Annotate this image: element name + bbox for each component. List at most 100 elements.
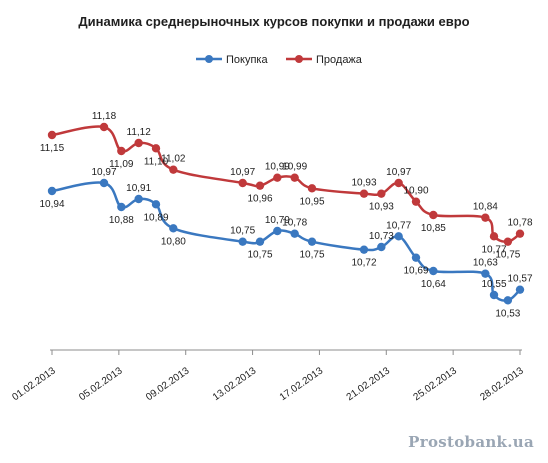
data-point xyxy=(481,269,490,278)
data-point xyxy=(290,173,299,182)
legend-swatch-marker xyxy=(295,55,303,63)
data-point xyxy=(307,237,317,246)
data-point xyxy=(394,178,403,188)
data-label: 10,75 xyxy=(247,250,272,261)
data-label: 10,97 xyxy=(91,167,116,178)
data-label: 10,97 xyxy=(230,167,255,178)
x-tick-label: 05.02.2013 xyxy=(77,365,125,403)
data-point xyxy=(307,184,317,193)
data-label: 11,10 xyxy=(144,156,169,167)
data-point xyxy=(481,213,490,222)
data-label: 10,93 xyxy=(351,178,376,189)
legend-swatch-marker xyxy=(205,55,213,63)
data-label: 11,09 xyxy=(109,159,134,170)
data-point xyxy=(515,229,525,238)
x-tick-label: 28.02.2013 xyxy=(478,365,526,403)
data-label: 10,57 xyxy=(507,274,532,285)
data-point xyxy=(134,138,143,148)
data-point xyxy=(503,237,513,246)
legend: Покупка Продажа xyxy=(196,54,363,66)
data-point xyxy=(429,210,438,220)
data-label: 10,99 xyxy=(282,162,307,173)
data-label: 11,15 xyxy=(40,143,65,154)
data-point xyxy=(515,285,525,294)
x-tick-label: 21.02.2013 xyxy=(345,365,393,403)
data-label: 10,90 xyxy=(403,186,428,197)
data-label: 10,78 xyxy=(507,218,532,229)
data-point xyxy=(411,253,421,262)
data-point xyxy=(151,200,161,209)
series-line-0 xyxy=(51,181,521,302)
data-point xyxy=(394,232,403,241)
x-tick-label: 09.02.2013 xyxy=(144,365,192,403)
data-label: 10,53 xyxy=(495,308,520,319)
data-labels: 10,94 10,97 10,88 10,91 10,89 10,80 10,75 10,75… xyxy=(39,111,532,319)
data-label: 10,79 xyxy=(265,215,290,226)
data-label: 10,89 xyxy=(143,212,168,223)
data-point xyxy=(290,229,299,238)
data-label: 10,99 xyxy=(265,162,290,173)
data-label: 10,75 xyxy=(495,250,520,261)
data-point xyxy=(117,202,126,212)
data-label: 11,02 xyxy=(161,154,186,165)
data-point xyxy=(238,178,247,188)
data-label: 10,91 xyxy=(126,183,151,194)
data-label: 10,55 xyxy=(481,279,506,290)
data-point xyxy=(238,237,247,246)
data-point xyxy=(273,226,282,236)
data-label: 10,64 xyxy=(421,279,446,290)
data-point xyxy=(99,122,109,132)
data-point xyxy=(411,197,421,206)
data-point xyxy=(47,186,57,196)
series-layer xyxy=(47,122,525,305)
data-label: 10,93 xyxy=(369,202,394,213)
x-tick-label: 13.02.2013 xyxy=(211,365,259,403)
data-point xyxy=(151,144,161,153)
x-tick-label: 01.02.2013 xyxy=(10,365,58,403)
chart-title: Динамика среднерыночных курсов покупки и… xyxy=(78,14,469,29)
data-point xyxy=(489,232,499,241)
data-point xyxy=(117,146,126,156)
data-point xyxy=(99,178,109,188)
data-label: 10,80 xyxy=(161,236,186,247)
data-point xyxy=(255,237,265,246)
data-label: 10,73 xyxy=(369,231,394,242)
watermark: Prostobank.ua xyxy=(408,433,534,451)
data-point xyxy=(377,189,386,198)
data-point xyxy=(273,173,282,182)
x-tick-label: 17.02.2013 xyxy=(278,365,326,403)
data-point xyxy=(169,224,178,233)
data-point xyxy=(134,194,143,204)
data-point xyxy=(359,189,369,198)
data-point xyxy=(503,296,513,305)
data-point xyxy=(359,245,369,254)
data-point xyxy=(169,165,178,174)
data-label: 10,88 xyxy=(109,215,134,226)
data-point xyxy=(489,290,499,300)
legend-label: Покупка xyxy=(226,54,268,66)
data-label: 10,84 xyxy=(473,202,498,213)
data-label: 10,97 xyxy=(386,167,411,178)
data-point xyxy=(255,181,265,190)
x-axis-ticks: 01.02.2013 05.02.2013 09.02.2013 13.02.2013… xyxy=(10,350,526,403)
data-label: 10,72 xyxy=(351,258,376,269)
data-label: 10,63 xyxy=(473,258,498,269)
data-label: 10,85 xyxy=(421,223,446,234)
legend-label: Продажа xyxy=(316,54,363,66)
data-point xyxy=(377,242,386,252)
data-label: 10,78 xyxy=(282,218,307,229)
data-label: 10,95 xyxy=(299,196,324,207)
data-label: 10,77 xyxy=(481,244,506,255)
data-label: 11,12 xyxy=(127,127,152,138)
data-label: 11,18 xyxy=(92,111,117,122)
data-label: 10,75 xyxy=(230,226,255,237)
data-point xyxy=(429,266,438,276)
data-label: 10,69 xyxy=(403,266,428,277)
data-label: 10,94 xyxy=(39,199,64,210)
data-label: 10,96 xyxy=(247,194,272,205)
data-label: 10,77 xyxy=(386,220,411,231)
data-label: 10,75 xyxy=(299,250,324,261)
x-tick-label: 25.02.2013 xyxy=(412,365,460,403)
data-point xyxy=(47,130,57,140)
